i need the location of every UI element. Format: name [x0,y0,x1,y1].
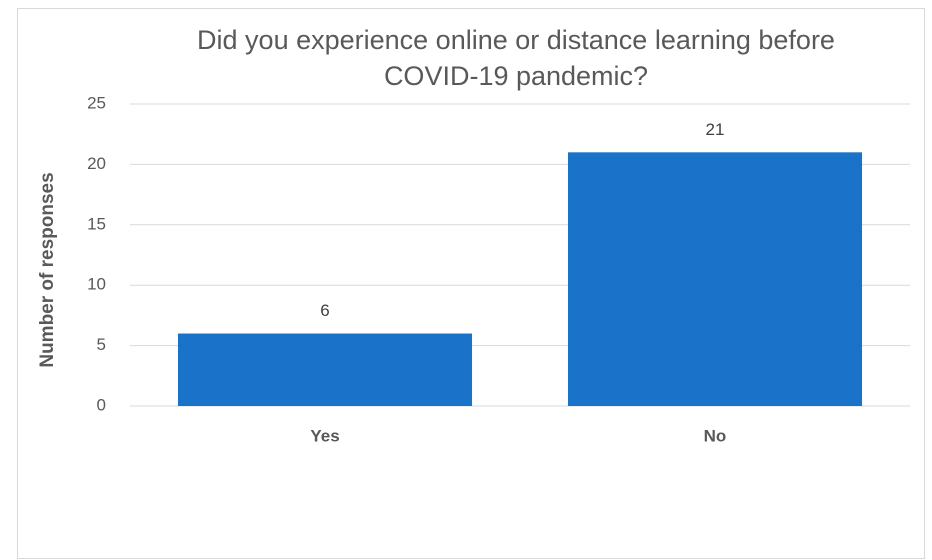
y-tick-label: 5 [97,335,106,354]
chart-title: Did you experience online or distance le… [197,25,835,91]
bar [567,152,863,406]
data-label: 21 [706,120,725,139]
bar [177,333,473,406]
x-tick-label: No [704,426,727,445]
y-tick-label: 20 [87,154,106,173]
y-tick-label: 0 [97,395,106,414]
y-tick-label: 10 [87,275,106,294]
y-axis-label: Number of responses [37,172,58,367]
chart-border [17,8,925,559]
data-label: 6 [320,301,329,320]
y-tick-label: 25 [87,93,106,112]
x-tick-label: Yes [310,426,339,445]
y-tick-label: 15 [87,214,106,233]
